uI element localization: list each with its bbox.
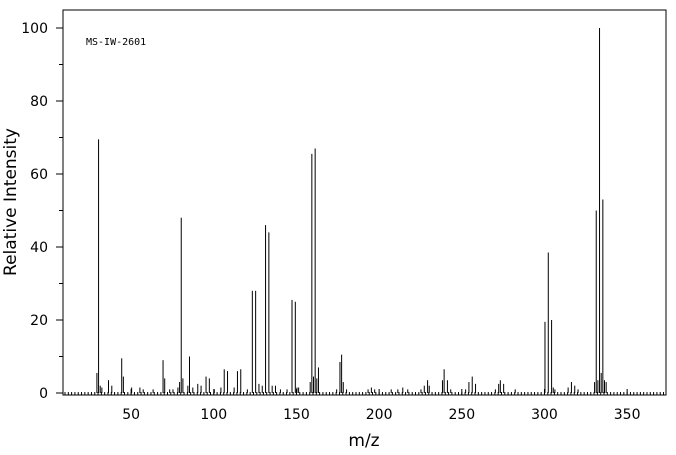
y-tick-label: 0 (39, 386, 48, 402)
x-tick-label: 250 (448, 407, 475, 423)
x-tick-label: 150 (283, 407, 310, 423)
x-axis-ticks: 50 100 150 200 250 300 350 (122, 389, 641, 423)
x-tick-label: 350 (614, 407, 641, 423)
y-tick-label: 60 (30, 167, 48, 183)
y-axis-ticks: 0 20 40 60 80 100 (21, 21, 63, 402)
x-minor-ticks (64, 392, 665, 395)
x-tick-label: 200 (366, 407, 393, 423)
x-tick-label: 300 (531, 407, 558, 423)
y-tick-label: 100 (21, 21, 48, 37)
x-axis-title: m/z (348, 431, 379, 451)
x-tick-label: 100 (200, 407, 227, 423)
y-tick-label: 80 (30, 94, 48, 110)
spectrum-peaks (96, 28, 607, 393)
y-tick-label: 20 (30, 313, 48, 329)
y-axis-title: Relative Intensity (1, 128, 21, 276)
plot-frame (62, 9, 667, 396)
y-tick-label: 40 (30, 240, 48, 256)
spectrum-id-annotation: MS-IW-2601 (86, 37, 146, 48)
x-tick-label: 50 (122, 407, 140, 423)
